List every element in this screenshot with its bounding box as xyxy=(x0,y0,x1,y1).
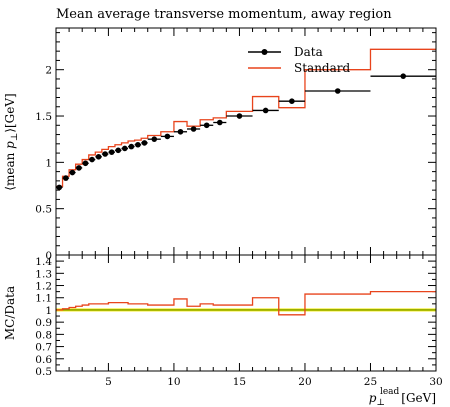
data-point xyxy=(400,73,407,79)
data-point xyxy=(164,133,171,140)
data-point xyxy=(151,136,158,142)
ratio-tick-label: 0.9 xyxy=(35,317,52,329)
data-point xyxy=(334,88,341,94)
data-point xyxy=(115,147,122,154)
data-point xyxy=(190,126,197,132)
standard-series-line xyxy=(56,48,436,188)
data-point xyxy=(76,165,82,171)
data-point xyxy=(63,175,69,181)
x-tick-label: 10 xyxy=(167,376,180,388)
main-panel-frame xyxy=(55,27,437,256)
x-tick-label: 20 xyxy=(298,376,311,388)
data-point xyxy=(69,169,76,176)
data-point xyxy=(128,143,135,150)
data-point xyxy=(236,113,243,119)
data-point xyxy=(121,145,128,152)
y-tick-label: 0.5 xyxy=(35,204,52,216)
ratio-tick-label: 1.3 xyxy=(35,268,52,280)
x-tick-label: 5 xyxy=(105,376,112,388)
chart-title: Mean average transverse momentum, away r… xyxy=(56,7,392,22)
ratio-panel-frame xyxy=(55,254,437,372)
y-tick-label: 2 xyxy=(45,65,52,77)
x-tick-labels: 5 10 15 20 25 30 xyxy=(105,376,443,388)
ratio-panel-ticks xyxy=(55,254,437,372)
legend-standard-label: Standard xyxy=(294,61,350,75)
ratio-tick-label: 1 xyxy=(45,305,52,317)
data-point xyxy=(82,160,89,167)
data-point xyxy=(141,140,148,146)
main-series xyxy=(56,48,436,191)
data-point xyxy=(216,119,223,126)
data-point xyxy=(108,149,115,155)
ratio-tick-label: 0.6 xyxy=(35,354,52,366)
legend: Data Standard xyxy=(248,45,350,75)
y-axis-label: ⟨mean p⊥⟩[GeV] xyxy=(3,93,20,190)
main-y-tick-labels: 0 0.5 1 1.5 2 xyxy=(35,65,52,262)
x-axis-label: p⊥lead [GeV] xyxy=(369,387,436,407)
x-tick-label: 15 xyxy=(233,376,246,388)
y-tick-label: 1.5 xyxy=(35,111,52,123)
data-point xyxy=(135,141,141,148)
data-point xyxy=(89,156,95,163)
data-point xyxy=(56,184,63,191)
ratio-tick-label: 0.7 xyxy=(35,342,52,354)
data-point xyxy=(95,153,102,160)
legend-data-marker xyxy=(261,49,268,55)
ratio-y-tick-labels: 0.50.60.70.80.911.11.21.31.4 xyxy=(35,256,52,378)
data-point xyxy=(102,151,108,157)
legend-data-label: Data xyxy=(294,45,323,59)
y-tick-label: 1 xyxy=(45,157,52,169)
ratio-tick-label: 0.8 xyxy=(35,329,52,341)
standard-ratio-line xyxy=(56,290,436,316)
ratio-tick-label: 1.1 xyxy=(35,293,52,305)
ratio-tick-label: 1.2 xyxy=(35,281,52,293)
y-tick-label: 0 xyxy=(45,250,52,262)
ratio-tick-label: 1.4 xyxy=(35,256,52,268)
ratio-tick-label: 0.5 xyxy=(35,366,52,378)
data-point xyxy=(177,128,184,135)
data-point xyxy=(262,107,269,114)
x-tick-label: 30 xyxy=(429,376,442,388)
ratio-series xyxy=(56,290,436,316)
data-point xyxy=(203,122,210,129)
ratio-y-axis-label: MC/Data xyxy=(3,286,17,340)
main-panel-ticks xyxy=(55,28,437,256)
data-point xyxy=(289,98,295,104)
x-tick-label: 25 xyxy=(364,376,377,388)
